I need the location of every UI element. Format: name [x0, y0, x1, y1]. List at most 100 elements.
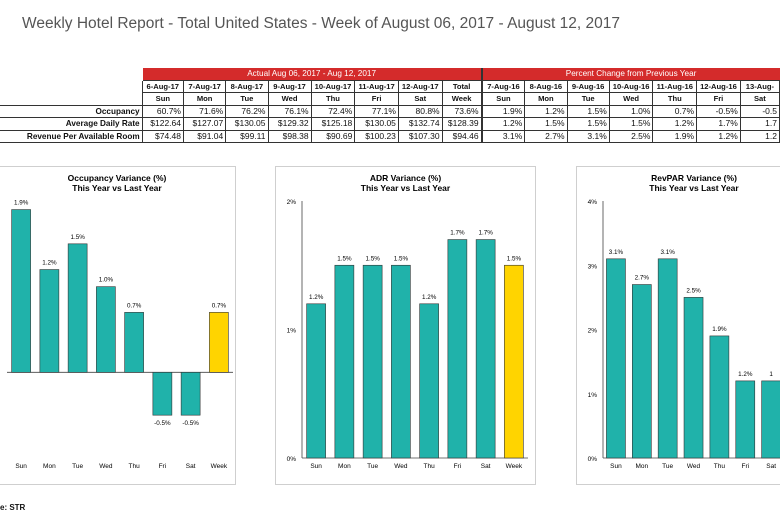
data-label: 2.5% — [686, 287, 701, 294]
data-label: 1.2% — [309, 294, 324, 301]
bar-thu — [124, 312, 144, 373]
column-header-day: Sat — [397, 92, 443, 106]
column-header-date: 7-Aug-17 — [182, 79, 227, 93]
value-cell: $94.46 — [441, 129, 483, 143]
change-cell: 1.5% — [608, 117, 654, 131]
bar-wed — [683, 297, 704, 459]
change-cell: 1.7 — [739, 117, 780, 131]
table-blank-cell — [0, 68, 142, 80]
x-tick-label: Wed — [687, 463, 701, 470]
change-cell: 1.9% — [652, 129, 698, 143]
value-cell: $99.11 — [225, 129, 269, 143]
bar-week — [504, 264, 524, 459]
adr-variance-chart: ADR Variance (%)This Year vs Last Year 0%… — [287, 173, 528, 470]
column-header-date: 10-Aug-16 — [608, 79, 654, 93]
row-label: Average Daily Rate — [0, 117, 143, 131]
x-tick-label: Wed — [99, 463, 113, 470]
data-label: 1.7% — [478, 230, 493, 237]
value-cell: 77.1% — [354, 104, 399, 118]
column-header-day: Fri — [696, 92, 741, 106]
bar-sat — [180, 372, 201, 416]
chart-title: ADR Variance (%) — [370, 173, 441, 183]
x-tick-label: Thu — [714, 463, 726, 470]
x-tick-label: Tue — [662, 463, 673, 470]
chart-title: RevPAR Variance (%) — [651, 173, 737, 183]
table-blank-cell — [0, 80, 142, 93]
x-tick-label: Fri — [159, 463, 167, 470]
x-tick-label: Sat — [481, 463, 491, 470]
data-label: 1.2% — [422, 294, 437, 301]
adr-chart-panel: ADR Variance (%) This Year vs Last Year 0%… — [275, 166, 536, 485]
data-label: 1.5% — [337, 255, 352, 262]
bar-fri — [735, 380, 756, 459]
column-header-date: 9-Aug-17 — [267, 79, 312, 93]
change-cell: 1.2% — [696, 129, 741, 143]
table-row: Revenue Per Available Room $74.48 $91.04 $9… — [0, 129, 780, 143]
x-tick-label: Sat — [186, 463, 196, 470]
x-tick-label: Thu — [424, 463, 436, 470]
column-header-date: 12-Aug-16 — [696, 79, 741, 93]
chart-title: Occupancy Variance (%) — [68, 173, 167, 183]
data-label: 0.7% — [212, 302, 227, 309]
bar-mon — [631, 284, 652, 459]
y-tick-label: 0% — [588, 456, 598, 463]
x-tick-label: Sun — [310, 463, 322, 470]
bar-sat — [475, 239, 496, 459]
x-tick-label: Wed — [394, 463, 408, 470]
column-header-day: Mon — [524, 92, 568, 106]
change-cell: 1.9% — [480, 104, 526, 118]
data-label: 1.2% — [42, 260, 57, 267]
value-cell: 71.6% — [182, 104, 227, 118]
data-label: -0.5% — [154, 420, 171, 427]
data-label: 3.1% — [609, 249, 624, 256]
data-label: 1.5% — [365, 255, 380, 262]
data-label: 1.5% — [394, 255, 409, 262]
x-tick-label: Mon — [338, 463, 351, 470]
data-label: 1.9% — [14, 200, 29, 207]
value-cell: $129.32 — [267, 117, 312, 131]
table-date-header-row: 6-Aug-17 7-Aug-17 8-Aug-17 9-Aug-17 10-Aug-1… — [0, 79, 780, 93]
y-tick-label: 4% — [588, 199, 598, 206]
value-cell: $132.74 — [397, 117, 443, 131]
change-cell: 1.2% — [652, 117, 698, 131]
column-header-date: Total — [441, 79, 483, 93]
value-cell: $74.48 — [141, 129, 185, 143]
change-cell: 1.2 — [739, 129, 780, 143]
data-label: 0.7% — [127, 302, 142, 309]
y-tick-label: 1% — [588, 392, 598, 399]
group-header-actual: Actual Aug 06, 2017 - Aug 12, 2017 — [141, 68, 482, 80]
x-tick-label: Mon — [635, 463, 648, 470]
bar-mon — [39, 269, 60, 373]
bar-week — [209, 312, 229, 373]
column-header-day: Sun — [141, 92, 185, 106]
data-label: -0.5% — [182, 420, 199, 427]
y-tick-label: 1% — [287, 328, 297, 335]
column-header-day: Tue — [566, 92, 610, 106]
value-cell: 73.6% — [441, 104, 483, 118]
value-cell: $107.30 — [397, 129, 443, 143]
change-cell: 2.7% — [524, 129, 568, 143]
data-label: 1.0% — [99, 277, 114, 284]
data-label: 1.2% — [738, 371, 753, 378]
value-cell: 80.8% — [397, 104, 443, 118]
chart-subtitle: This Year vs Last Year — [649, 183, 739, 193]
bar-sun — [306, 303, 326, 459]
column-header-date: 13-Aug- — [739, 79, 780, 93]
column-header-date: 8-Aug-17 — [225, 79, 269, 93]
data-label: 3.1% — [660, 249, 675, 256]
column-header-day: Week — [441, 92, 483, 106]
value-cell: $125.18 — [310, 117, 356, 131]
column-header-day: Fri — [354, 92, 399, 106]
bar-fri — [152, 372, 173, 416]
x-tick-label: Tue — [72, 463, 83, 470]
row-label: Revenue Per Available Room — [0, 129, 143, 143]
value-cell: 60.7% — [141, 104, 185, 118]
change-cell: 1.0% — [608, 104, 654, 118]
report-title: Weekly Hotel Report - Total United State… — [22, 15, 620, 32]
bar-tue — [67, 243, 88, 373]
x-tick-label: Sun — [15, 463, 27, 470]
change-cell: -0.5% — [696, 104, 741, 118]
change-cell: 1.5% — [524, 117, 568, 131]
column-header-date: 11-Aug-16 — [652, 79, 698, 93]
table-day-header-row: Sun Mon Tue Wed Thu Fri Sat Week Sun Mon Tue Wed Thu… — [0, 92, 780, 106]
